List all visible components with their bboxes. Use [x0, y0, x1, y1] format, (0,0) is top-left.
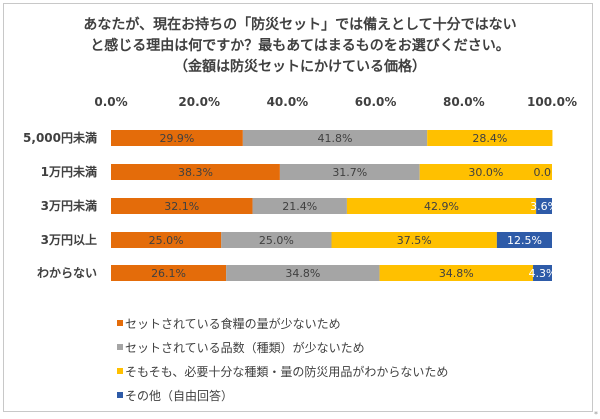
data-label: 32.1% [164, 200, 199, 213]
x-tick-label: 0.0% [94, 95, 127, 109]
bar-segment [331, 232, 497, 248]
data-label: 25.0% [149, 234, 184, 247]
data-label: 25.0% [259, 234, 294, 247]
data-label: 29.9% [159, 132, 194, 145]
legend-label-4: その他（自由回答） [125, 388, 234, 403]
chart-title-line-1: あなたが、現在お持ちの「防災セット」では備えとして十分ではない [83, 17, 517, 33]
data-label: 38.3% [178, 166, 213, 179]
data-label: 34.8% [285, 267, 320, 280]
legend: セットされている食糧の量が少ないため セットされている品数（種類）が少ないため … [117, 311, 448, 407]
legend-swatch-4 [117, 392, 123, 398]
data-label: 34.8% [439, 267, 474, 280]
bar-segment [111, 164, 280, 180]
category-label: 3万円以上 [41, 232, 97, 247]
bar-segment [533, 265, 552, 281]
legend-item-1: セットされている食糧の量が少ないため [117, 311, 448, 335]
bar-segment [226, 265, 380, 281]
bar-segment [111, 265, 227, 281]
legend-label-2: セットされている品数（種類）が少ないため [125, 340, 365, 355]
legend-swatch-3 [117, 368, 123, 374]
data-label: 26.1% [151, 267, 186, 280]
legend-item-3: そもそも、必要十分な種類・量の防災用品がわからないため [117, 359, 448, 383]
data-labels: 29.9% 41.8% 28.4% 38.3% 31.7% 30.0% 0.0 32.1% 21… [149, 132, 558, 280]
data-label: 41.8% [318, 132, 353, 145]
bar-segment [496, 232, 552, 248]
data-label: 0.0 [534, 166, 552, 179]
category-label: 5,000円未満 [23, 130, 97, 145]
category-label: わからない [37, 266, 97, 280]
x-tick-label: 80.0% [443, 95, 485, 109]
category-label: 3万円未満 [41, 198, 97, 213]
data-label: 30.0% [468, 166, 503, 179]
x-axis-ticks: 0.0% 20.0% 40.0% 60.0% 80.0% 100.0% [94, 95, 577, 109]
legend-item-2: セットされている品数（種類）が少ないため [117, 335, 448, 359]
bar-segment [242, 130, 428, 146]
chart-title-line-2: と感じる理由は何ですか？最もあてはまるものをお選びください。 [90, 38, 510, 54]
bar-segment [111, 130, 243, 146]
bar-segment [111, 232, 222, 248]
bar-segment [419, 164, 552, 180]
data-label: 3.6% [530, 200, 558, 213]
x-tick-label: 60.0% [355, 95, 397, 109]
x-tick-label: 20.0% [178, 95, 220, 109]
corner-mark: * [594, 410, 598, 419]
x-tick-label: 40.0% [267, 95, 309, 109]
bar-segment [346, 198, 537, 214]
legend-label-3: そもそも、必要十分な種類・量の防災用品がわからないため [125, 364, 449, 379]
chart-title-line-3: （金額は防災セットにかけている価格） [174, 59, 426, 75]
category-label: 1万円未満 [41, 164, 97, 179]
data-label: 21.4% [282, 200, 317, 213]
data-label: 31.7% [332, 166, 367, 179]
legend-label-1: セットされている食糧の量が少ないため [125, 316, 341, 331]
data-label: 12.5% [507, 234, 542, 247]
data-label: 42.9% [424, 200, 459, 213]
data-label: 37.5% [397, 234, 432, 247]
data-label: 28.4% [472, 132, 507, 145]
bar-segment [379, 265, 534, 281]
legend-item-4: その他（自由回答） [117, 383, 448, 407]
legend-swatch-2 [117, 344, 123, 350]
legend-swatch-1 [117, 320, 123, 326]
x-tick-label: 100.0% [527, 95, 577, 109]
bar-segments [111, 130, 553, 281]
bar-segment [221, 232, 332, 248]
bar-segment [111, 198, 253, 214]
bar-segment [279, 164, 420, 180]
chart-frame [3, 3, 593, 412]
bar-segment [252, 198, 347, 214]
data-label: 4.3% [529, 267, 557, 280]
bar-segment [536, 198, 552, 214]
bar-segment [427, 130, 553, 146]
